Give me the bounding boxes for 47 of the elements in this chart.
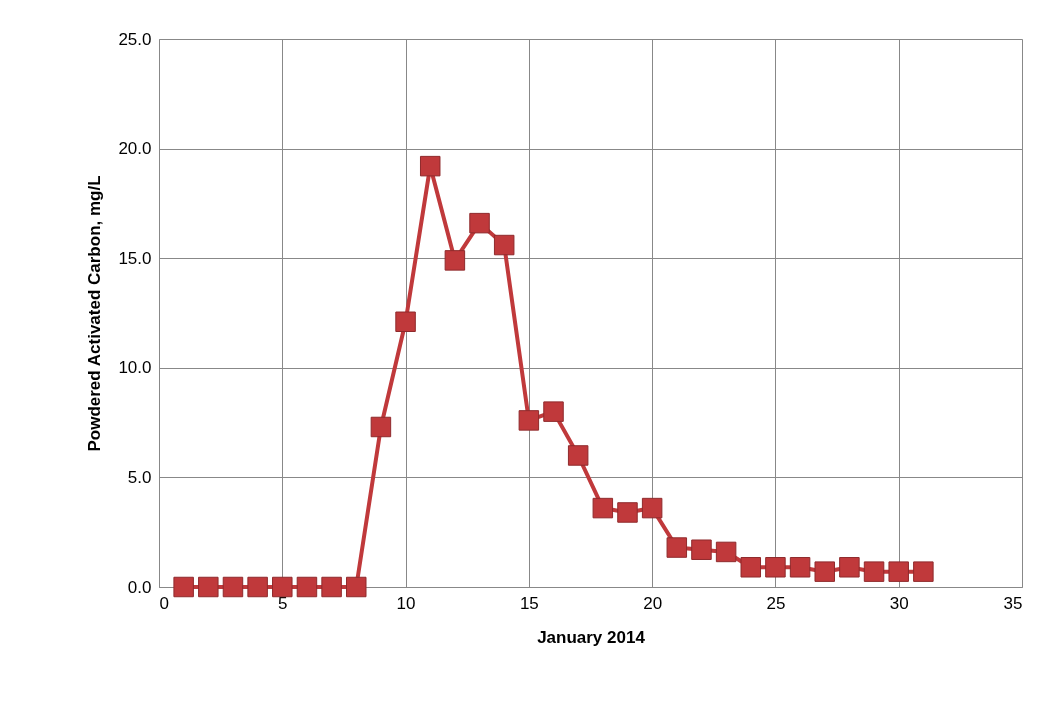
point (321, 576, 342, 598)
x-tick-label: 5 (278, 593, 288, 613)
point (222, 576, 244, 598)
point (173, 576, 194, 598)
point (247, 576, 268, 598)
point (740, 557, 762, 578)
point (198, 576, 219, 598)
y-axis-title: Powdered Activated Carbon, mg/L (85, 175, 105, 452)
y-tick-label: 25.0 (118, 29, 152, 49)
y-tick-label: 10.0 (118, 358, 152, 378)
point (666, 537, 688, 558)
point (592, 497, 614, 519)
y-tick-label: 15.0 (118, 248, 152, 268)
x-tick-label: 25 (766, 593, 786, 613)
point (617, 502, 638, 523)
x-tick-label: 0 (159, 593, 169, 613)
point (419, 155, 441, 177)
point (888, 561, 909, 582)
point (691, 539, 712, 560)
point (913, 561, 934, 582)
x-tick-label: 30 (889, 593, 909, 613)
y-tick-label: 0.0 (127, 577, 152, 597)
point (863, 561, 885, 582)
point (518, 410, 540, 431)
x-tick-label: 35 (1003, 593, 1023, 613)
point (814, 561, 835, 582)
point (444, 250, 466, 271)
point (272, 576, 293, 598)
y-tick-label: 20.0 (118, 139, 152, 159)
x-tick-label: 20 (643, 593, 663, 613)
point (765, 557, 786, 578)
x-tick-label: 10 (396, 593, 416, 613)
point (789, 557, 811, 578)
y-tick-label: 5.0 (127, 467, 152, 487)
point (469, 212, 490, 234)
point (370, 416, 392, 438)
point (567, 445, 589, 466)
x-tick-label: 15 (519, 593, 539, 613)
point (641, 497, 663, 519)
point (715, 541, 737, 563)
point (346, 576, 367, 598)
point (493, 234, 515, 256)
x-axis-title: January 2014 (537, 627, 646, 647)
point (543, 401, 564, 422)
point (296, 576, 318, 598)
point (395, 311, 416, 333)
point (839, 557, 860, 578)
